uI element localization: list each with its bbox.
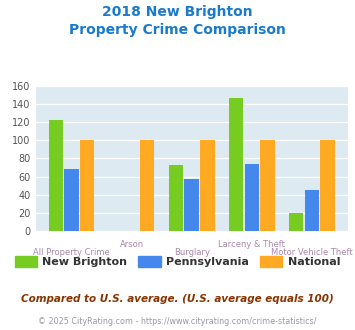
Text: Arson: Arson (120, 240, 144, 249)
Bar (289, 213, 304, 231)
Text: Motor Vehicle Theft: Motor Vehicle Theft (271, 248, 353, 257)
Bar (245, 164, 259, 231)
Text: Larceny & Theft: Larceny & Theft (218, 240, 285, 249)
Text: All Property Crime: All Property Crime (33, 248, 110, 257)
Bar (305, 190, 319, 231)
Text: © 2025 CityRating.com - https://www.cityrating.com/crime-statistics/: © 2025 CityRating.com - https://www.city… (38, 317, 317, 326)
Bar (80, 140, 94, 231)
Legend: New Brighton, Pennsylvania, National: New Brighton, Pennsylvania, National (10, 251, 345, 271)
Bar (260, 140, 275, 231)
Bar (169, 165, 183, 231)
Bar (140, 140, 154, 231)
Text: 2018 New Brighton
Property Crime Comparison: 2018 New Brighton Property Crime Compari… (69, 5, 286, 37)
Bar (320, 140, 335, 231)
Bar (229, 98, 244, 231)
Bar (64, 169, 79, 231)
Bar (200, 140, 214, 231)
Bar (49, 120, 63, 231)
Text: Burglary: Burglary (174, 248, 210, 257)
Bar (185, 179, 199, 231)
Text: Compared to U.S. average. (U.S. average equals 100): Compared to U.S. average. (U.S. average … (21, 294, 334, 304)
